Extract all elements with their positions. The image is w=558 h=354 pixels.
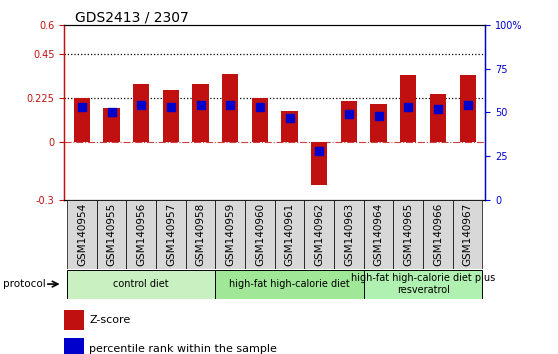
Point <box>196 103 205 108</box>
FancyBboxPatch shape <box>364 270 483 298</box>
Point <box>434 106 442 112</box>
FancyBboxPatch shape <box>67 200 97 269</box>
FancyBboxPatch shape <box>97 200 127 269</box>
FancyBboxPatch shape <box>215 200 245 269</box>
FancyBboxPatch shape <box>215 270 364 298</box>
Point <box>78 104 86 110</box>
FancyBboxPatch shape <box>364 200 393 269</box>
Bar <box>64 338 84 354</box>
Bar <box>341 101 357 142</box>
Bar <box>400 75 416 142</box>
Text: percentile rank within the sample: percentile rank within the sample <box>89 344 277 354</box>
Bar <box>222 74 238 142</box>
Bar <box>64 310 84 330</box>
Text: GSM140958: GSM140958 <box>196 203 206 266</box>
Bar <box>281 112 298 142</box>
Bar <box>430 94 446 142</box>
Point <box>344 111 353 117</box>
Text: GSM140956: GSM140956 <box>136 203 146 266</box>
FancyBboxPatch shape <box>245 200 275 269</box>
Text: GSM140959: GSM140959 <box>225 203 235 266</box>
Point <box>374 113 383 119</box>
Bar <box>252 98 268 142</box>
Text: GSM140963: GSM140963 <box>344 203 354 266</box>
FancyBboxPatch shape <box>423 200 453 269</box>
FancyBboxPatch shape <box>453 200 483 269</box>
Bar <box>103 108 120 142</box>
Text: Z-score: Z-score <box>89 315 131 325</box>
Text: high-fat high-calorie diet: high-fat high-calorie diet <box>229 279 350 289</box>
Bar <box>74 98 90 142</box>
Text: GSM140967: GSM140967 <box>463 203 473 266</box>
FancyBboxPatch shape <box>393 200 423 269</box>
Point <box>285 115 294 120</box>
FancyBboxPatch shape <box>67 270 215 298</box>
Text: GSM140957: GSM140957 <box>166 203 176 266</box>
Text: GDS2413 / 2307: GDS2413 / 2307 <box>75 11 189 25</box>
Point <box>463 103 472 108</box>
Bar <box>133 84 150 142</box>
Bar <box>371 104 387 142</box>
FancyBboxPatch shape <box>275 200 305 269</box>
Text: GSM140962: GSM140962 <box>314 203 324 266</box>
Text: GSM140954: GSM140954 <box>77 203 87 266</box>
Point <box>404 104 413 110</box>
Text: GSM140961: GSM140961 <box>285 203 295 266</box>
Text: control diet: control diet <box>113 279 169 289</box>
Text: protocol: protocol <box>3 279 46 289</box>
Text: GSM140966: GSM140966 <box>433 203 443 266</box>
Point <box>107 110 116 115</box>
FancyBboxPatch shape <box>305 200 334 269</box>
FancyBboxPatch shape <box>334 200 364 269</box>
Point <box>137 103 146 108</box>
FancyBboxPatch shape <box>186 200 215 269</box>
Text: GSM140965: GSM140965 <box>403 203 413 266</box>
Point <box>166 104 175 110</box>
Text: GSM140964: GSM140964 <box>374 203 384 266</box>
Bar <box>193 84 209 142</box>
Bar <box>459 75 476 142</box>
Text: GSM140955: GSM140955 <box>107 203 117 266</box>
Bar <box>311 142 328 185</box>
Point <box>256 104 264 110</box>
Text: high-fat high-calorie diet plus
resveratrol: high-fat high-calorie diet plus resverat… <box>351 273 496 295</box>
Bar <box>163 90 179 142</box>
FancyBboxPatch shape <box>156 200 186 269</box>
Point <box>226 103 235 108</box>
Point <box>315 148 324 154</box>
FancyBboxPatch shape <box>127 200 156 269</box>
Text: GSM140960: GSM140960 <box>255 203 265 266</box>
